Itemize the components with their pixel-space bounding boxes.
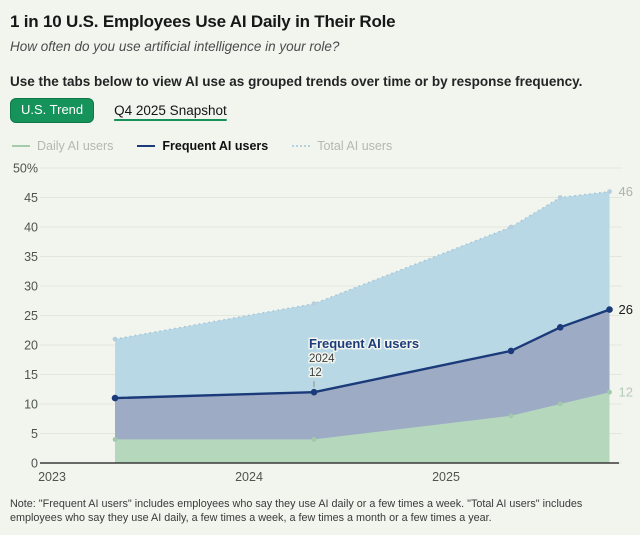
svg-text:25: 25 — [24, 309, 38, 323]
svg-text:2024: 2024 — [235, 470, 263, 484]
svg-text:2024: 2024 — [309, 353, 335, 365]
ai-use-trend-chart[interactable]: 0 5 10 15 20 25 30 35 40 45 50% 2023 2024 2025 46 26 12 F… — [0, 155, 640, 490]
legend-label-frequent: Frequent AI users — [162, 138, 269, 153]
tab-us-trend[interactable]: U.S. Trend — [10, 98, 95, 123]
svg-text:50%: 50% — [13, 161, 38, 175]
legend-label-total: Total AI users — [317, 138, 393, 153]
view-tabs: U.S. Trend Q4 2025 Snapshot — [10, 98, 628, 123]
tab-q4-2025-snapshot[interactable]: Q4 2025 Snapshot — [114, 102, 227, 118]
svg-text:45: 45 — [24, 191, 38, 205]
legend-item-frequent: Frequent AI users — [137, 139, 268, 153]
tabs-instruction: Use the tabs below to view AI use as gro… — [10, 74, 583, 89]
chart-legend: Daily AI users Frequent AI users Total A… — [12, 139, 628, 153]
legend-item-daily: Daily AI users — [12, 139, 113, 153]
chart-header: 1 in 10 U.S. Employees Use AI Daily in T… — [0, 0, 640, 153]
svg-text:35: 35 — [24, 250, 38, 264]
svg-text:5: 5 — [31, 427, 38, 441]
svg-text:Frequent AI users: Frequent AI users — [309, 336, 419, 351]
svg-text:12: 12 — [309, 367, 322, 379]
svg-text:12: 12 — [619, 384, 633, 399]
chart-subtitle: How often do you use artificial intellig… — [10, 39, 340, 54]
svg-text:20: 20 — [24, 338, 38, 352]
svg-text:30: 30 — [24, 279, 38, 293]
svg-text:0: 0 — [31, 456, 38, 470]
svg-text:2023: 2023 — [38, 470, 66, 484]
chart-note: Note: "Frequent AI users" includes emplo… — [10, 497, 583, 525]
legend-item-total: Total AI users — [292, 139, 392, 153]
daily-line-swatch-icon — [12, 144, 30, 147]
total-line-swatch-icon — [292, 144, 311, 147]
svg-text:46: 46 — [619, 184, 633, 199]
svg-text:40: 40 — [24, 220, 38, 234]
frequent-line-swatch-icon — [137, 144, 156, 147]
svg-text:10: 10 — [24, 397, 38, 411]
svg-text:15: 15 — [24, 368, 38, 382]
page-title: 1 in 10 U.S. Employees Use AI Daily in T… — [10, 12, 396, 31]
svg-text:2025: 2025 — [432, 470, 460, 484]
svg-text:26: 26 — [619, 302, 633, 317]
legend-label-daily: Daily AI users — [37, 138, 114, 153]
